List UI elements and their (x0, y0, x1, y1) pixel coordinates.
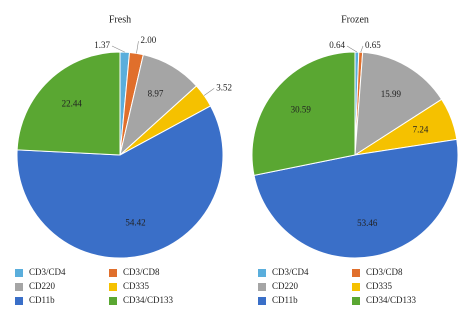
leader-line (346, 45, 358, 53)
data-label: 7.24 (413, 124, 429, 134)
legend-label: CD3/CD4 (272, 267, 309, 277)
data-label: 15.99 (381, 89, 402, 99)
leader-line (360, 45, 364, 53)
chart-title: Fresh (109, 14, 131, 25)
data-label: 0.65 (365, 40, 381, 50)
legend-swatch (352, 269, 360, 277)
data-label: 2.00 (140, 35, 156, 45)
legend-swatch (258, 283, 266, 291)
pie-slice (16, 51, 121, 156)
legend-swatch (258, 297, 266, 305)
data-label: 8.97 (148, 89, 164, 99)
legend-swatch (109, 269, 117, 277)
legend-swatch (352, 297, 360, 305)
legend-swatch (109, 283, 117, 291)
chart-title: Frozen (341, 14, 369, 25)
data-label: 0.64 (329, 40, 345, 50)
pie-slice (354, 51, 443, 156)
data-label: 54.42 (125, 217, 145, 227)
legend-swatch (109, 297, 117, 305)
legend-swatch (352, 283, 360, 291)
legend-label: CD11b (29, 295, 55, 305)
leader-line (136, 41, 139, 54)
data-label: 53.46 (357, 218, 378, 228)
legend-label: CD335 (366, 281, 393, 291)
data-label: 22.44 (62, 98, 83, 108)
legend-label: CD11b (272, 295, 298, 305)
data-label: 30.59 (291, 105, 312, 115)
data-label: 3.52 (216, 82, 232, 92)
legend-label: CD3/CD4 (29, 267, 66, 277)
leader-line (111, 45, 125, 53)
legend-label: CD220 (29, 281, 56, 291)
legend-swatch (15, 269, 23, 277)
legend-label: CD3/CD8 (123, 267, 160, 277)
legend-label: CD335 (123, 281, 150, 291)
pie-slice (251, 51, 356, 177)
leader-line (203, 88, 215, 96)
legend-swatch (15, 283, 23, 291)
legend-label: CD220 (272, 281, 299, 291)
legend-label: CD34/CD133 (366, 295, 417, 305)
data-label: 1.37 (94, 40, 110, 50)
pie-slice (253, 138, 459, 259)
pie-slice (16, 105, 224, 259)
legend-label: CD3/CD8 (366, 267, 403, 277)
legend-label: CD34/CD133 (123, 295, 174, 305)
legend-swatch (15, 297, 23, 305)
legend-swatch (258, 269, 266, 277)
